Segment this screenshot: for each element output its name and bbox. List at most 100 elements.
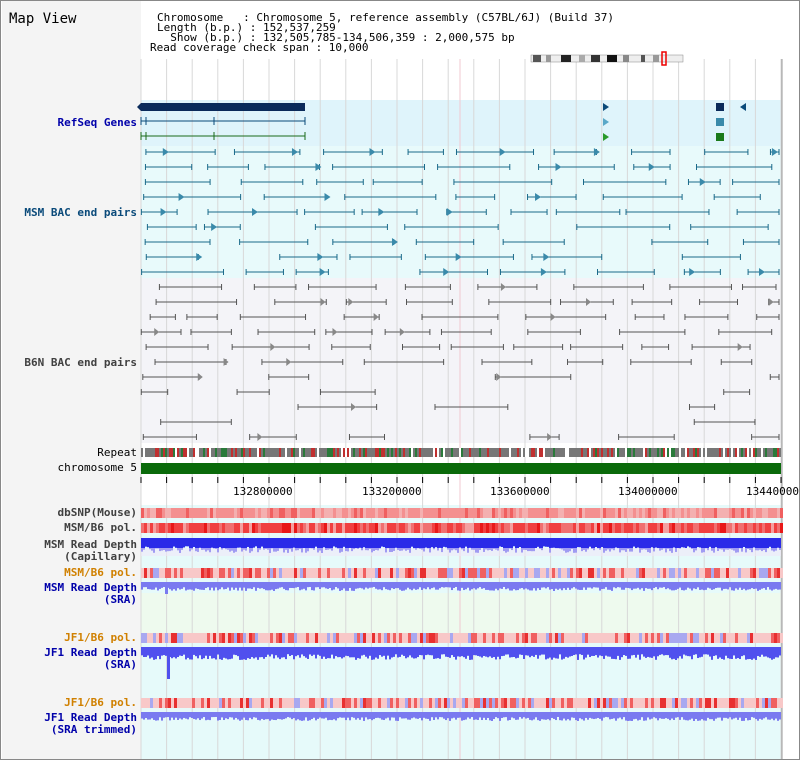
repeat-segment bbox=[525, 448, 527, 457]
track-label-msm-pol[interactable]: MSM/B6 pol. bbox=[64, 521, 137, 534]
depth-bar bbox=[585, 647, 587, 658]
depth-bar bbox=[699, 712, 701, 721]
heat-cell bbox=[402, 508, 405, 518]
repeat-segment bbox=[187, 448, 189, 457]
depth-bar bbox=[227, 647, 229, 660]
heat-cell bbox=[333, 633, 336, 643]
heat-cell bbox=[198, 508, 201, 518]
track-label-jf1-depth[interactable]: JF1 Read Depth bbox=[44, 646, 137, 659]
heat-cell bbox=[285, 568, 288, 578]
depth-bar bbox=[467, 538, 469, 553]
heat-cell bbox=[240, 508, 243, 518]
depth-bar bbox=[733, 582, 735, 591]
repeat-segment bbox=[253, 448, 255, 457]
track-label-jf1-trim[interactable]: JF1 Read Depth bbox=[44, 711, 137, 724]
heat-cell bbox=[570, 568, 573, 578]
depth-bar bbox=[301, 712, 303, 721]
heat-cell bbox=[168, 568, 171, 578]
depth-bar bbox=[617, 538, 619, 549]
heat-cell bbox=[777, 523, 780, 533]
depth-bar bbox=[463, 582, 465, 591]
depth-bar bbox=[215, 582, 217, 588]
heat-cell bbox=[297, 523, 300, 533]
heat-cell bbox=[339, 568, 342, 578]
depth-bar bbox=[599, 538, 601, 550]
depth-bar bbox=[659, 538, 661, 551]
track-label-msm-bac[interactable]: MSM BAC end pairs bbox=[24, 206, 137, 219]
depth-bar bbox=[389, 582, 391, 591]
depth-bar bbox=[443, 647, 445, 655]
depth-bar bbox=[543, 538, 545, 547]
depth-bar bbox=[525, 538, 527, 550]
heat-cell bbox=[672, 698, 675, 708]
heat-cell bbox=[504, 633, 507, 643]
heat-cell bbox=[702, 698, 705, 708]
depth-bar bbox=[609, 712, 611, 720]
depth-bar bbox=[715, 582, 717, 589]
depth-bar bbox=[379, 582, 381, 590]
heat-cell bbox=[180, 568, 183, 578]
depth-bar bbox=[613, 582, 615, 588]
heat-cell bbox=[726, 698, 729, 708]
heat-cell bbox=[453, 568, 456, 578]
heat-cell bbox=[603, 698, 606, 708]
depth-bar bbox=[553, 647, 555, 658]
depth-bar bbox=[633, 712, 635, 720]
heat-cell bbox=[672, 508, 675, 518]
track-label-jf1-pol-2[interactable]: JF1/B6 pol. bbox=[64, 696, 137, 709]
depth-bar bbox=[207, 582, 209, 588]
heat-cell bbox=[354, 508, 357, 518]
heat-cell bbox=[213, 633, 216, 643]
depth-bar bbox=[251, 538, 253, 552]
ideogram-marker bbox=[661, 51, 667, 66]
heat-cell bbox=[600, 508, 603, 518]
heat-cell bbox=[294, 508, 297, 518]
depth-bar bbox=[545, 712, 547, 720]
track-label-chromosome[interactable]: chromosome 5 bbox=[57, 461, 137, 474]
depth-bar bbox=[773, 538, 775, 552]
track-label-jf1-pol[interactable]: JF1/B6 pol. bbox=[64, 631, 137, 644]
depth-bar bbox=[345, 712, 347, 721]
track-label-b6n-bac[interactable]: B6N BAC end pairs bbox=[24, 356, 137, 369]
track-label-dbsnp[interactable]: dbSNP(Mouse) bbox=[57, 506, 137, 519]
depth-bar bbox=[399, 538, 401, 551]
repeat-segment bbox=[597, 448, 599, 457]
depth-bar bbox=[199, 647, 201, 656]
depth-bar bbox=[585, 582, 587, 590]
depth-bar bbox=[775, 582, 777, 589]
depth-bar bbox=[339, 538, 341, 553]
heat-cell bbox=[558, 698, 561, 708]
repeat-segment bbox=[605, 448, 607, 457]
depth-bar bbox=[471, 647, 473, 660]
heat-cell bbox=[759, 568, 762, 578]
heat-cell bbox=[717, 568, 720, 578]
track-label-msm-depth-sra[interactable]: MSM Read Depth bbox=[44, 581, 137, 594]
depth-bar bbox=[147, 582, 149, 590]
repeat-segment bbox=[195, 448, 197, 457]
depth-bar bbox=[149, 647, 151, 659]
depth-bar bbox=[517, 712, 519, 720]
repeat-segment bbox=[471, 448, 473, 457]
heat-cell bbox=[249, 568, 252, 578]
depth-bar bbox=[741, 582, 743, 590]
depth-bar bbox=[675, 647, 677, 660]
heat-cell bbox=[618, 523, 621, 533]
repeat-segment bbox=[647, 448, 649, 457]
heat-cell bbox=[588, 523, 591, 533]
depth-bar bbox=[575, 582, 577, 589]
depth-bar bbox=[379, 712, 381, 719]
track-label-msm-pol-2[interactable]: MSM/B6 pol. bbox=[64, 566, 137, 579]
depth-bar bbox=[163, 712, 165, 718]
track-label-repeat[interactable]: Repeat bbox=[97, 446, 137, 459]
heat-cell bbox=[285, 523, 288, 533]
depth-bar bbox=[381, 582, 383, 591]
track-label-msm-depth-cap[interactable]: MSM Read Depth bbox=[44, 538, 137, 551]
heat-cell bbox=[540, 508, 543, 518]
heat-cell bbox=[156, 508, 159, 518]
depth-bar bbox=[689, 582, 691, 589]
depth-bar bbox=[767, 712, 769, 720]
track-label-refseq[interactable]: RefSeq Genes bbox=[57, 116, 137, 129]
depth-bar bbox=[529, 538, 531, 552]
depth-bar bbox=[659, 712, 661, 719]
